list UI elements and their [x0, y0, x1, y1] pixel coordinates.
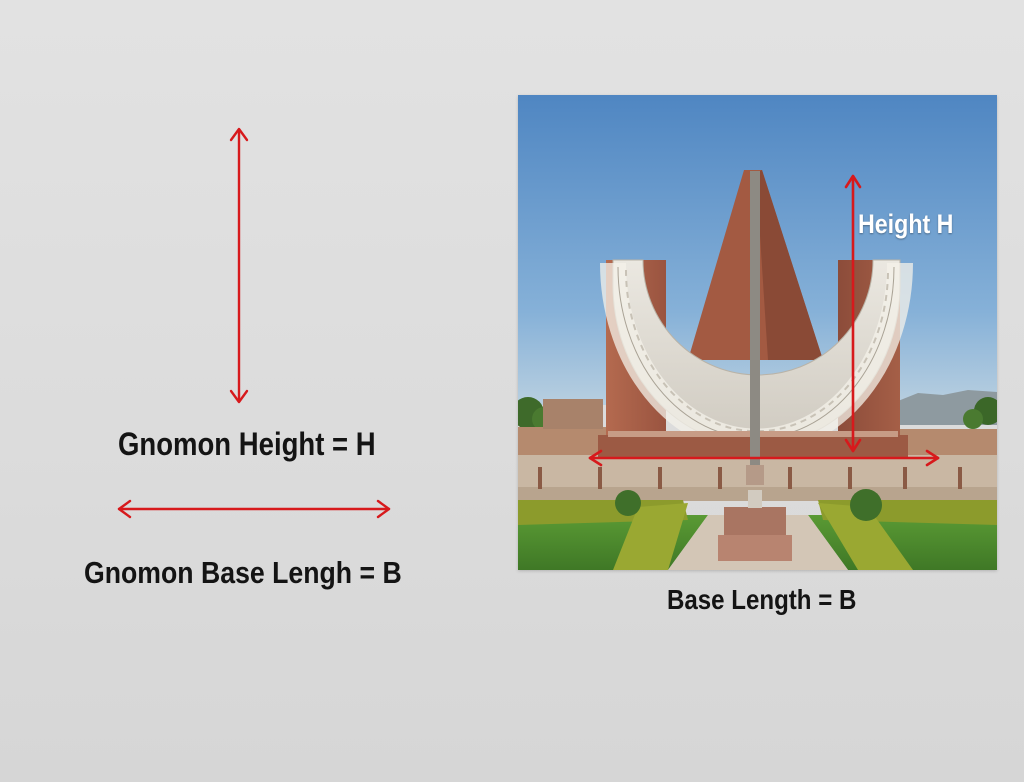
- distant-wall-left: [518, 427, 613, 455]
- distant-wall-right: [898, 429, 997, 455]
- sundial-photo: Height H: [518, 95, 997, 570]
- photo-base-label: Base Length = B: [667, 584, 857, 615]
- photo-base-arrow: [588, 449, 940, 467]
- gnomon-base-arrow: [117, 499, 391, 519]
- photo-height-label: Height H: [858, 209, 954, 239]
- gnomon-height-label: Gnomon Height = H: [118, 426, 376, 462]
- fountain-pedestal: [718, 490, 792, 561]
- gnomon-base-label: Gnomon Base Lengh = B: [84, 555, 402, 590]
- photo-height-arrow: [844, 174, 862, 453]
- gnomon-height-arrow: [229, 127, 249, 404]
- gnomon-column: [750, 171, 760, 471]
